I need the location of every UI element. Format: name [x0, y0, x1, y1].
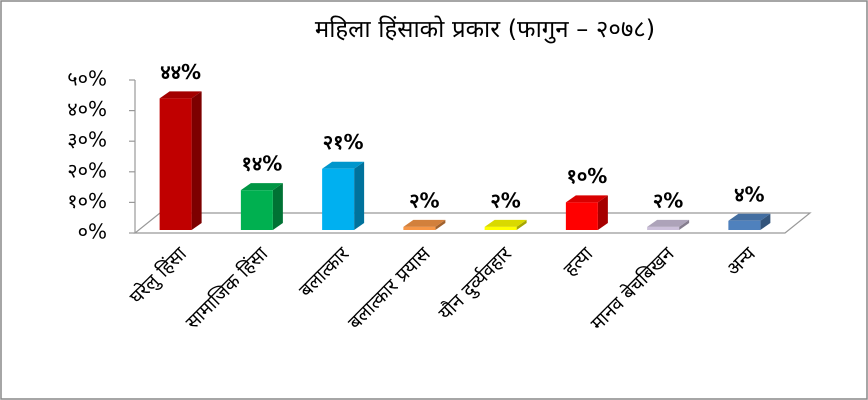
bar-front	[403, 226, 436, 230]
bar-side	[760, 213, 771, 230]
bar-top	[484, 219, 527, 227]
bar-side	[272, 183, 283, 230]
y-tick-label: २०%	[67, 158, 107, 182]
bar	[728, 213, 771, 230]
value-label: २%	[653, 188, 683, 212]
value-label: २%	[490, 188, 520, 212]
bar-front	[240, 190, 273, 230]
y-tick-label: ३०%	[67, 128, 107, 152]
bar	[484, 219, 527, 230]
bar-front	[484, 226, 517, 230]
bar-front	[728, 220, 761, 230]
bar	[322, 161, 365, 230]
y-tick-label: १०%	[67, 189, 107, 213]
bar-top	[403, 219, 446, 227]
value-label: २%	[409, 188, 439, 212]
bar-top	[322, 161, 365, 169]
y-tick-label: ०%	[78, 220, 107, 244]
bar-side	[191, 91, 202, 230]
chart-title: महिला हिंसाको प्रकार (फागुन – २०७८)	[315, 15, 655, 44]
bar	[159, 91, 202, 230]
bar-side	[354, 161, 365, 230]
bar-side	[435, 219, 446, 230]
bar-top	[728, 213, 771, 221]
y-tick-label: ४०%	[67, 97, 107, 121]
value-label: १४%	[241, 152, 282, 176]
floor	[133, 212, 812, 234]
value-label: ४%	[734, 182, 764, 206]
bar-side	[679, 219, 690, 230]
y-tick-label: ५०%	[67, 67, 107, 91]
bar	[647, 219, 690, 230]
bar-side	[516, 219, 527, 230]
bar-front	[159, 98, 192, 230]
bar	[240, 183, 283, 230]
bar-top	[240, 183, 283, 191]
bar-top	[565, 195, 608, 203]
bar-front	[565, 202, 598, 230]
bar-side	[597, 195, 608, 230]
bar-front	[647, 226, 680, 230]
bar-front	[322, 168, 355, 230]
bar	[565, 195, 608, 230]
value-label: १०%	[566, 164, 607, 188]
bar	[403, 219, 446, 230]
value-label: २१%	[323, 130, 364, 154]
value-label: ४४%	[160, 60, 201, 84]
bar-top	[647, 219, 690, 227]
bar-top	[159, 91, 202, 99]
